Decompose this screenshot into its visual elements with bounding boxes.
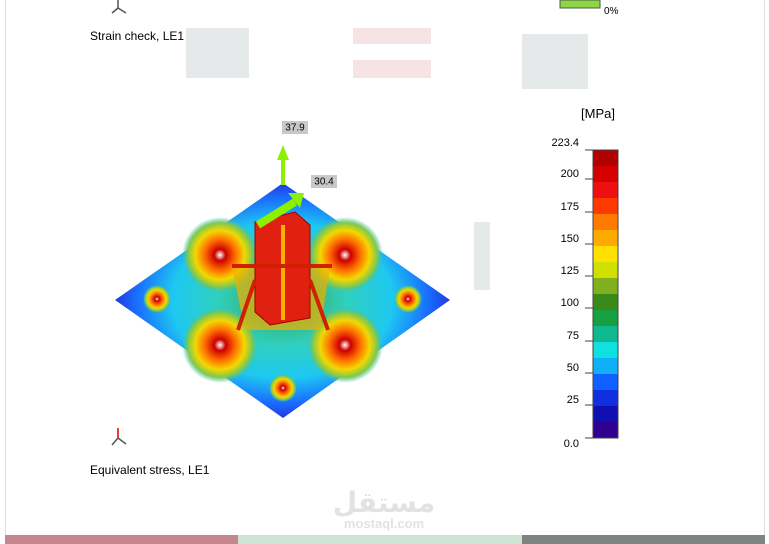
color-bar-frame [592, 149, 619, 439]
footer-stripe [5, 535, 238, 544]
color-band [593, 390, 618, 407]
color-band [593, 150, 618, 167]
axis-icon [111, 428, 127, 446]
footer-stripe [238, 535, 522, 544]
label-box [311, 175, 337, 188]
legend-label: 200 [561, 168, 579, 180]
legend-label: 100 [561, 297, 579, 309]
legend-label: 50 [567, 362, 579, 374]
legend-label: 75 [567, 330, 579, 342]
color-band [593, 310, 618, 327]
color-band [593, 406, 618, 423]
axis-icon [111, 0, 127, 14]
watermark-shape [522, 34, 588, 89]
watermark-shape [353, 60, 431, 78]
legend-label: 150 [561, 233, 579, 245]
watermark-text: مستقل [333, 487, 435, 518]
footer-stripe [522, 535, 765, 544]
color-band [593, 198, 618, 215]
color-band [593, 358, 618, 375]
contour-plot: 37.9 30.4 [115, 121, 450, 418]
color-band [593, 294, 618, 311]
legend-label: 0.0 [564, 438, 579, 450]
caption: Equivalent stress, LE1 [90, 463, 210, 477]
color-band [593, 374, 618, 391]
legend-label: 0% [604, 6, 619, 17]
color-band [593, 230, 618, 247]
color-band [593, 422, 618, 439]
force-label: 30.4 [314, 177, 334, 188]
color-band [593, 262, 618, 279]
color-band [593, 166, 618, 183]
color-band [593, 246, 618, 263]
color-band [593, 278, 618, 295]
caption: Strain check, LE1 [90, 29, 184, 43]
legend-label: 125 [561, 265, 579, 277]
hot-spot [143, 285, 171, 313]
legend-swatch [559, 0, 601, 9]
force-arrow-head [277, 145, 289, 160]
watermark-text: mostaql.com [344, 516, 424, 531]
label-box [282, 121, 308, 134]
legend-label: 223.4 [551, 137, 579, 149]
color-band [593, 182, 618, 199]
legend-label: 25 [567, 394, 579, 406]
watermark-shape [186, 28, 249, 78]
legend-labels: 223.4 200 175 150 125 100 75 50 25 0.0 [551, 137, 593, 450]
force-arrow [255, 198, 298, 229]
hot-spot [269, 374, 297, 402]
color-band [593, 342, 618, 359]
hot-spot [394, 285, 422, 313]
stiffener [236, 279, 257, 331]
color-band [593, 326, 618, 343]
force-arrow-head [288, 193, 304, 208]
color-band [593, 214, 618, 231]
legend-unit: [MPa] [581, 106, 615, 121]
color-bar [592, 149, 619, 439]
legend-label: 175 [561, 201, 579, 213]
watermark-shape [474, 222, 490, 290]
stiffener [308, 279, 330, 331]
watermark-shape [353, 28, 431, 44]
force-label: 37.9 [285, 123, 305, 134]
